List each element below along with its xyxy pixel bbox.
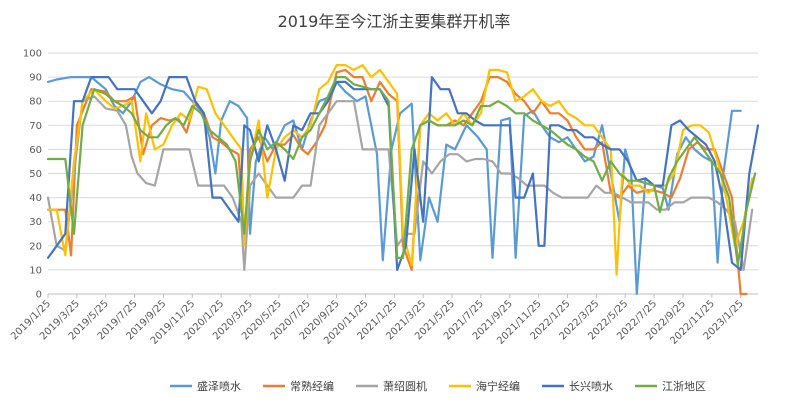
legend-label-0: 盛泽喷水 [197, 379, 241, 393]
y-tick-label: 50 [29, 169, 42, 180]
y-tick-label: 70 [29, 121, 42, 132]
y-tick-label: 100 [23, 49, 42, 60]
legend-label-5: 江浙地区 [662, 380, 706, 393]
y-tick-label: 20 [29, 241, 42, 252]
series-lines [46, 63, 760, 296]
y-tick-label: 80 [29, 97, 42, 108]
y-tick-label: 0 [36, 290, 42, 301]
legend-label-4: 长兴喷水 [569, 380, 613, 393]
series-line-5 [46, 76, 757, 267]
y-tick-label: 10 [29, 265, 42, 276]
y-tick-label: 30 [29, 217, 42, 228]
chart-title: 2019年至今江浙主要集群开机率 [277, 12, 511, 31]
legend-label-1: 常熟经编 [290, 379, 334, 393]
y-tick-label: 60 [29, 145, 42, 156]
legend-label-2: 萧绍圆机 [383, 379, 427, 393]
x-axis: 2019/1/252019/3/252019/5/252019/7/252019… [9, 294, 746, 347]
series-line-3 [46, 63, 754, 276]
y-tick-label: 40 [29, 193, 42, 204]
y-tick-label: 90 [29, 73, 42, 84]
y-axis: 0 10 20 30 40 50 60 70 80 90 100 [23, 49, 42, 301]
legend-label-3: 海宁经编 [476, 379, 520, 393]
legend: 盛泽喷水 常熟经编 萧绍圆机 海宁经编 长兴喷水 江浙地区 [170, 379, 706, 393]
